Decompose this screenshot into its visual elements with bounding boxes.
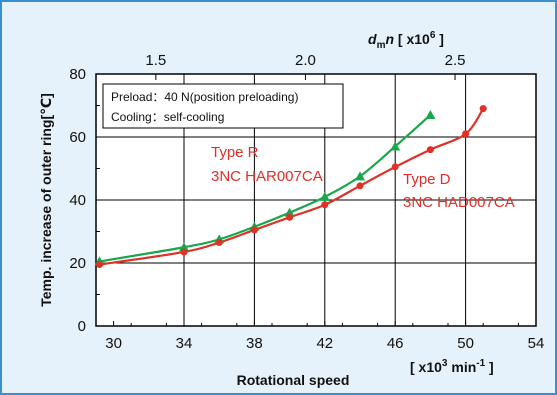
x-tick-label: 42 xyxy=(316,335,333,352)
series-point-circle xyxy=(96,261,104,269)
markers xyxy=(94,105,487,269)
top-tick-label: 2.0 xyxy=(295,52,316,69)
series-point-triangle xyxy=(284,207,295,217)
series-point-circle xyxy=(426,146,434,154)
y-axis-label: Temp. increase of outer ring[℃] xyxy=(38,93,54,307)
series-point-circle xyxy=(462,130,470,138)
x-tick-label: 50 xyxy=(457,335,474,352)
top-tick-label: 1.5 xyxy=(145,52,166,69)
x-tick-label: 54 xyxy=(528,335,545,352)
x-tick-label: 30 xyxy=(105,335,122,352)
series-point-circle xyxy=(391,163,399,171)
y-tick-labels: 0 20 40 60 80 xyxy=(69,66,86,335)
x-axis-unit: [ x103 min-1 ] xyxy=(410,358,494,375)
x-axis-label: Rotational speed xyxy=(237,372,350,388)
x-tick-labels: 30 34 38 42 46 50 54 xyxy=(105,335,544,352)
x-tick-label: 38 xyxy=(246,335,263,352)
series-point-circle xyxy=(321,201,329,209)
type-d-label: Type D xyxy=(403,171,451,188)
x-tick-label: 34 xyxy=(176,335,193,352)
series-point-circle xyxy=(286,213,294,221)
series-point-triangle xyxy=(425,109,436,119)
series-point-circle xyxy=(180,248,188,256)
y-tick-label: 80 xyxy=(69,66,86,83)
top-tick-label: 2.5 xyxy=(445,52,466,69)
type-r-label: Type R xyxy=(211,144,259,161)
legend-line-2: Cooling：self-cooling xyxy=(111,110,224,124)
y-tick-label: 20 xyxy=(69,255,86,272)
series-point-circle xyxy=(215,239,223,247)
top-axis-label: dmn [ x106 ] xyxy=(368,30,444,51)
series-point-triangle xyxy=(355,171,365,181)
top-tick-labels: 1.5 2.0 2.5 xyxy=(145,52,465,69)
y-tick-label: 0 xyxy=(78,318,86,335)
series-point-triangle xyxy=(390,141,401,151)
type-d-model: 3NC HAD007CA xyxy=(403,194,515,211)
series-point-triangle xyxy=(319,191,330,201)
series-point-triangle xyxy=(179,242,189,252)
y-tick-label: 40 xyxy=(69,192,86,209)
series-point-circle xyxy=(250,226,258,234)
type-r-model: 3NC HAR007CA xyxy=(211,168,323,185)
y-tick-label: 60 xyxy=(69,129,86,146)
legend-line-1: Preload：40 N(position preloading) xyxy=(111,90,298,104)
series-point-circle xyxy=(479,105,487,113)
series-point-circle xyxy=(356,182,364,190)
legend-box: Preload：40 N(position preloading) Coolin… xyxy=(102,83,344,129)
x-tick-label: 46 xyxy=(387,335,404,352)
